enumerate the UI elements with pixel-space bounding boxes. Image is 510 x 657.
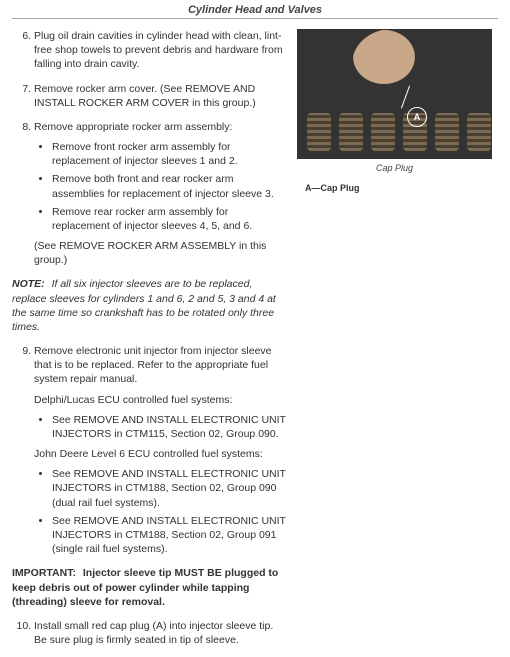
spring-graphic xyxy=(371,113,395,151)
content-area: Plug oil drain cavities in cylinder head… xyxy=(0,29,510,657)
step-9-sub1-bullets: See REMOVE AND INSTALL ELECTRONIC UNIT I… xyxy=(38,413,287,441)
spring-graphic xyxy=(435,113,459,151)
callout-label: A xyxy=(407,107,427,127)
list-item: See REMOVE AND INSTALL ELECTRONIC UNIT I… xyxy=(52,467,287,510)
spring-graphic xyxy=(307,113,331,151)
step-9-text: Remove electronic unit injector from inj… xyxy=(34,345,272,385)
list-item: Remove both front and rear rocker arm as… xyxy=(52,172,287,200)
note-lead: NOTE: xyxy=(12,278,45,290)
list-item: See REMOVE AND INSTALL ELECTRONIC UNIT I… xyxy=(52,514,287,557)
step-10: Install small red cap plug (A) into inje… xyxy=(34,619,287,647)
step-8: Remove appropriate rocker arm assembly: … xyxy=(34,120,287,268)
left-column: Plug oil drain cavities in cylinder head… xyxy=(12,29,297,657)
step-9-sub2-bullets: See REMOVE AND INSTALL ELECTRONIC UNIT I… xyxy=(38,467,287,556)
list-item: Remove rear rocker arm assembly for repl… xyxy=(52,205,287,233)
step-8-text: Remove appropriate rocker arm assembly: xyxy=(34,121,232,133)
spring-graphic xyxy=(339,113,363,151)
spring-graphic xyxy=(467,113,491,151)
list-item: See REMOVE AND INSTALL ELECTRONIC UNIT I… xyxy=(52,413,287,441)
page: Cylinder Head and Valves Plug oil drain … xyxy=(0,0,510,657)
note-body: If all six injector sleeves are to be re… xyxy=(12,278,276,333)
important-block: IMPORTANT: Injector sleeve tip MUST BE p… xyxy=(12,566,287,609)
step-9-sub1-head: Delphi/Lucas ECU controlled fuel systems… xyxy=(34,393,287,407)
step-list-2: Remove electronic unit injector from inj… xyxy=(12,344,287,556)
step-9: Remove electronic unit injector from inj… xyxy=(34,344,287,556)
step-8-tail: (See REMOVE ROCKER ARM ASSEMBLY in this … xyxy=(34,239,287,267)
list-item: Remove front rocker arm assembly for rep… xyxy=(52,140,287,168)
right-column: A Cap Plug A—Cap Plug xyxy=(297,29,492,657)
page-title: Cylinder Head and Valves xyxy=(12,0,498,19)
note-block: NOTE: If all six injector sleeves are to… xyxy=(12,277,287,334)
step-9-sub2-head: John Deere Level 6 ECU controlled fuel s… xyxy=(34,447,287,461)
step-8-bullets: Remove front rocker arm assembly for rep… xyxy=(38,140,287,233)
important-lead: IMPORTANT: xyxy=(12,567,76,579)
step-6: Plug oil drain cavities in cylinder head… xyxy=(34,29,287,72)
figure-caption: Cap Plug xyxy=(297,163,492,173)
step-7: Remove rocker arm cover. (See REMOVE AND… xyxy=(34,82,287,110)
figure-image: A xyxy=(297,29,492,159)
figure-legend: A—Cap Plug xyxy=(305,183,492,193)
hand-graphic xyxy=(352,29,432,99)
step-list: Plug oil drain cavities in cylinder head… xyxy=(12,29,287,267)
step-list-3: Install small red cap plug (A) into inje… xyxy=(12,619,287,647)
